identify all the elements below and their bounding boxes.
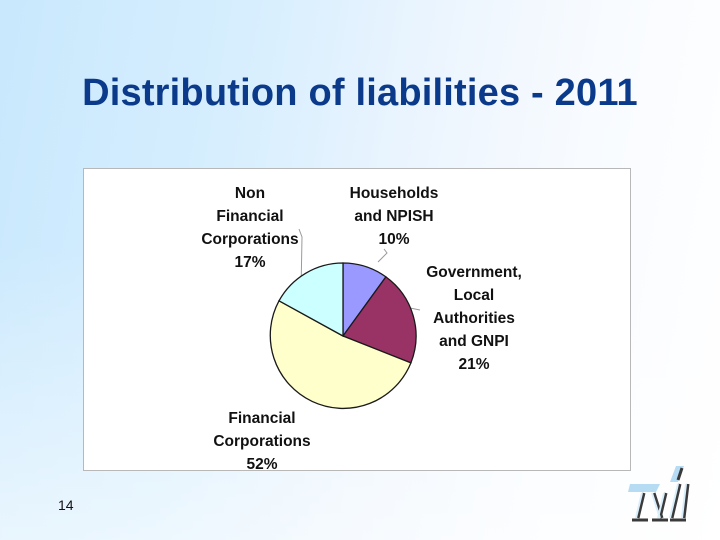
label-line: 21% — [458, 356, 490, 373]
pie-slice-government — [341, 275, 417, 364]
label-line: Corporations — [213, 433, 311, 450]
pie-slice-non-financial-corporations — [278, 262, 344, 338]
pie-slice-financial-corporations — [269, 299, 412, 410]
label-line: Households — [349, 185, 439, 202]
label-line: 17% — [234, 254, 266, 271]
chart-area: Non Financial Corporations 17% Household… — [83, 168, 631, 473]
label-line: 52% — [246, 456, 278, 473]
leader-line-government — [409, 307, 421, 311]
label-line: Authorities — [433, 310, 515, 327]
label-line: Financial — [228, 410, 296, 427]
label-line: and NPISH — [354, 208, 434, 225]
leader-line-non-financial — [298, 228, 303, 293]
data-label-non-financial-corporations: Non Financial Corporations 17% — [180, 182, 320, 274]
label-line: Non — [234, 185, 266, 202]
data-label-government: Government, Local Authorities and GNPI 2… — [404, 261, 544, 376]
pie-chart — [269, 228, 421, 410]
label-line: Government, — [426, 264, 522, 281]
leader-line-households — [377, 248, 388, 263]
slide-title: Distribution of liabilities - 2011 — [82, 72, 638, 114]
label-line: and GNPI — [439, 333, 509, 350]
institution-logo-icon — [628, 466, 690, 522]
data-label-households: Households and NPISH 10% — [324, 182, 464, 251]
label-line: Local — [453, 287, 495, 304]
label-line: Financial — [216, 208, 284, 225]
label-line: 10% — [378, 231, 410, 248]
label-line: Corporations — [201, 231, 299, 248]
page-number: 14 — [58, 497, 74, 513]
data-label-financial-corporations: Financial Corporations 52% — [192, 407, 332, 476]
